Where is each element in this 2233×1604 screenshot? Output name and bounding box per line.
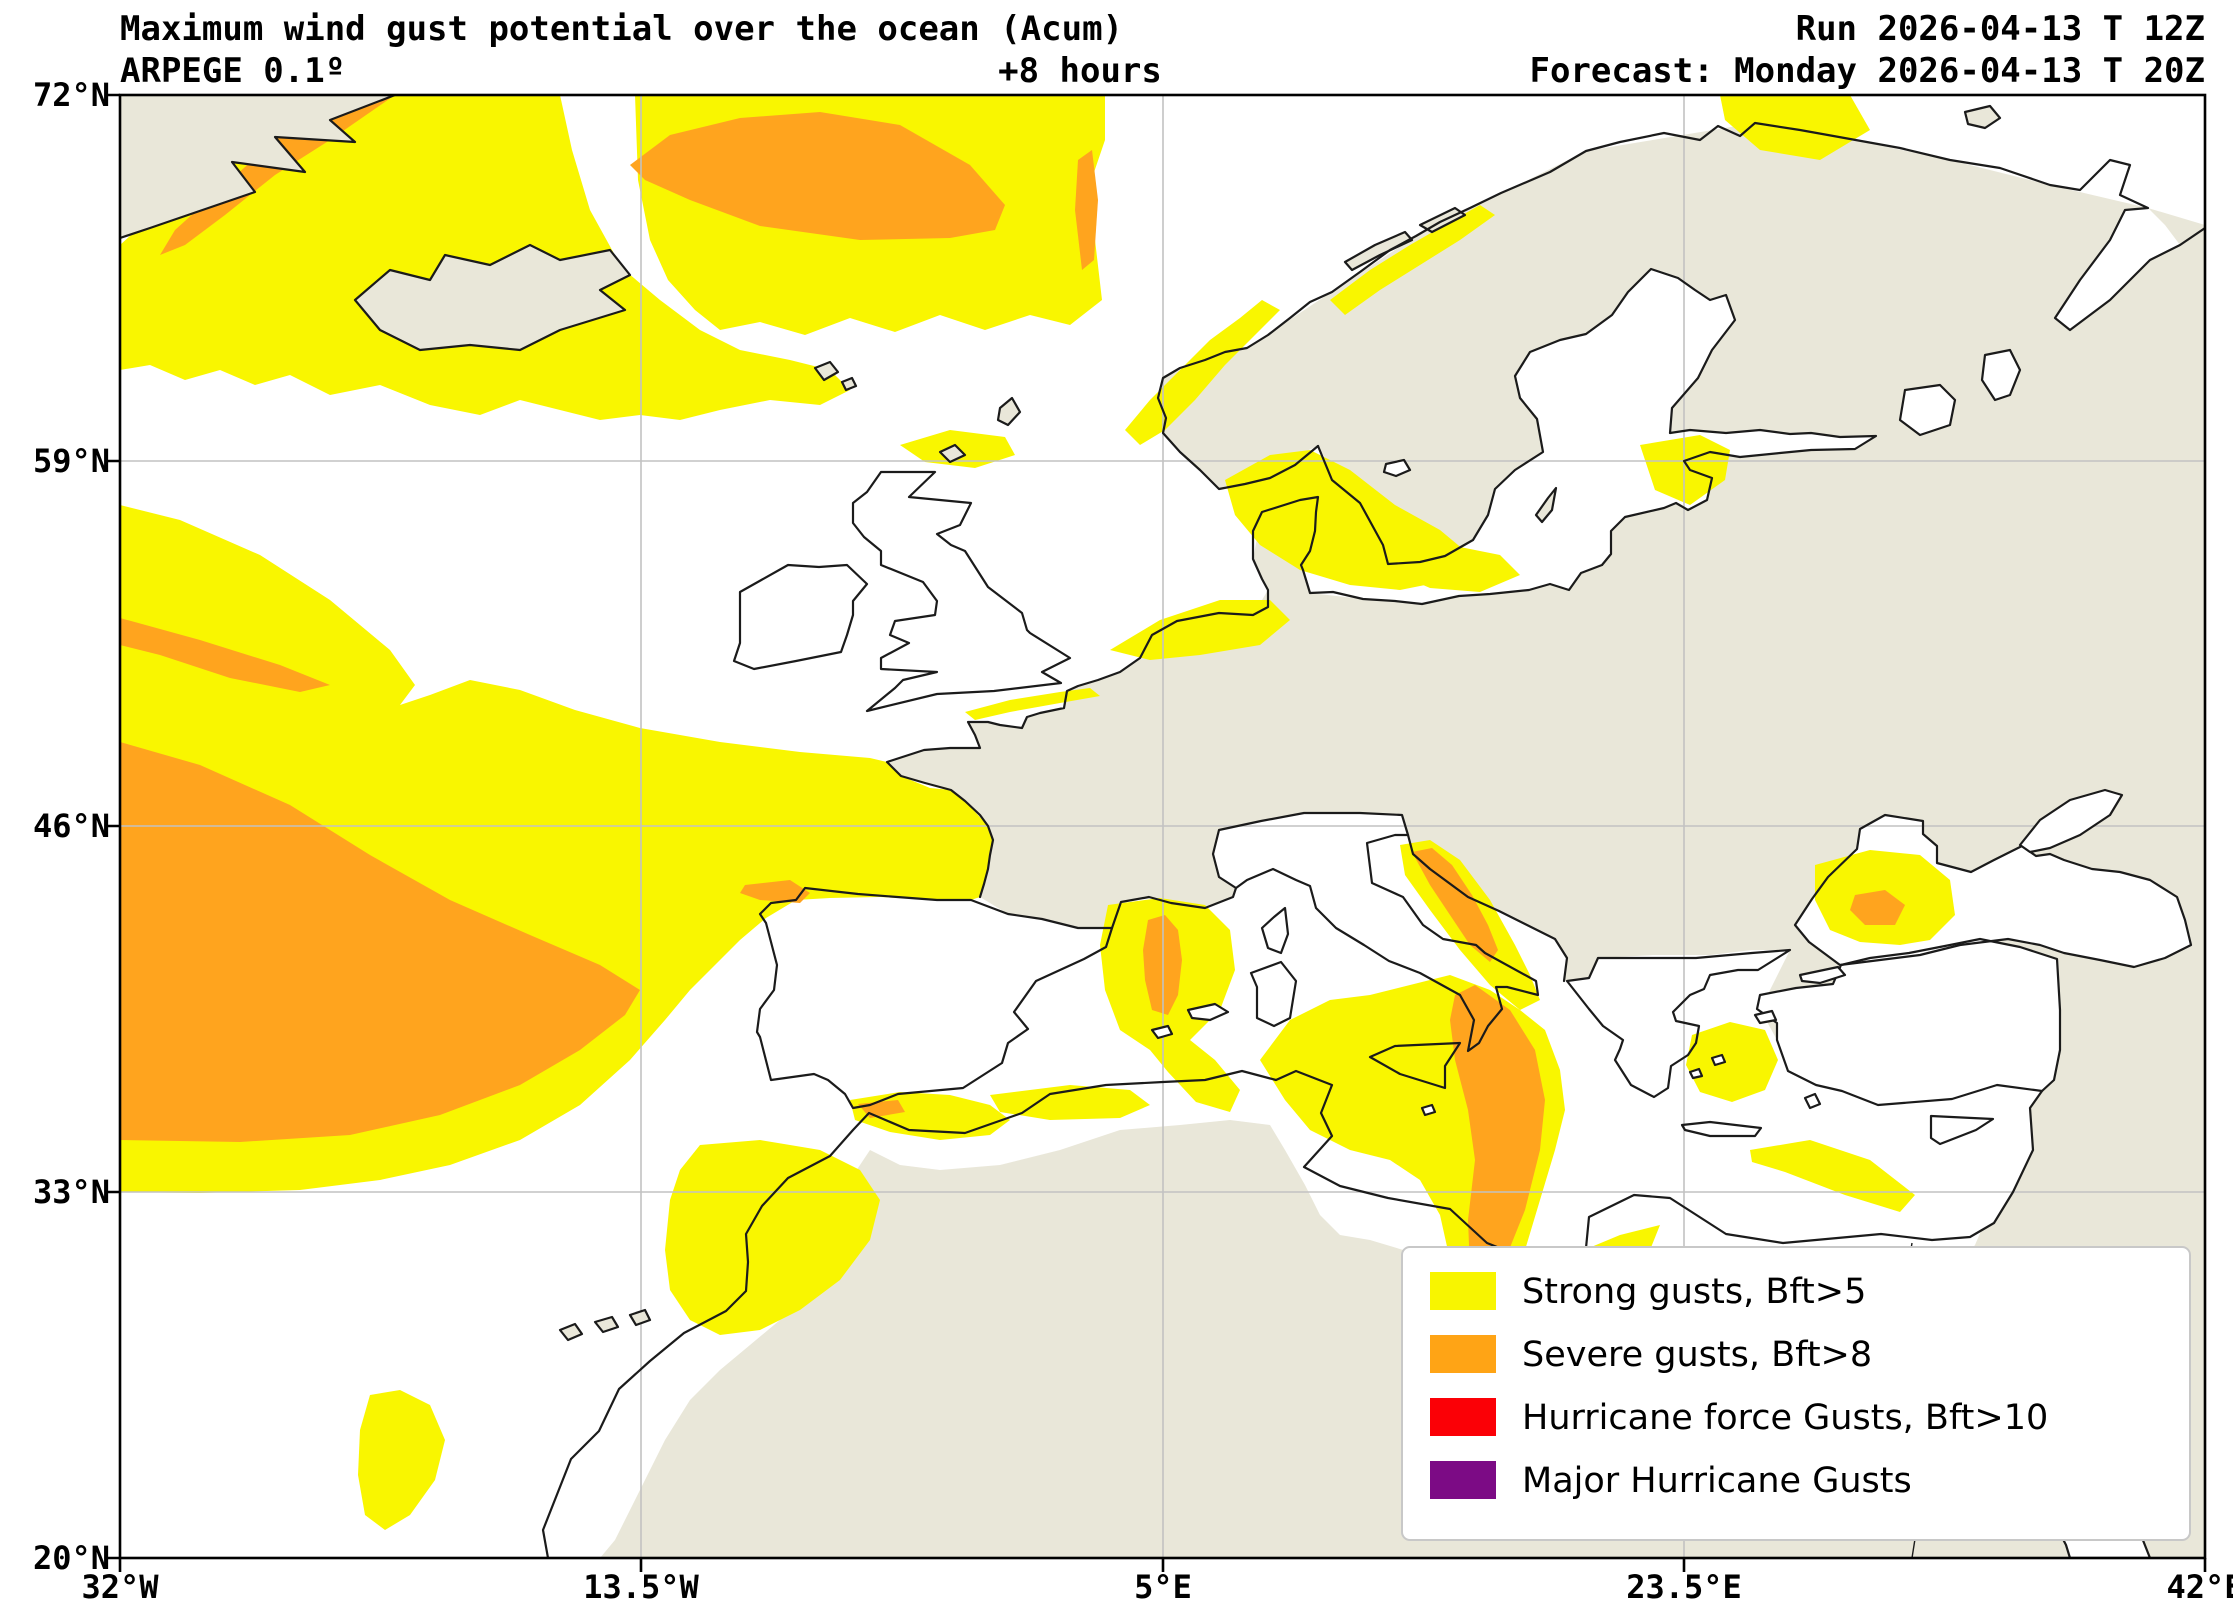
page-title: Maximum wind gust potential over the oce… — [120, 9, 1123, 49]
legend-box — [1401, 1246, 2191, 1541]
coastline-adriatic-east — [1406, 833, 1569, 983]
legend-label-hurricane: Hurricane force Gusts, Bft>10 — [1522, 1398, 2048, 1438]
legend-label-severe: Severe gusts, Bft>8 — [1522, 1335, 1872, 1375]
lake-onega — [1980, 348, 2022, 402]
gust-severe-adriatic — [1412, 848, 1498, 962]
gust-strong-south-baltic — [1395, 545, 1520, 592]
gust-strong-southwest-atlantic — [358, 1390, 445, 1530]
x-tick-23p5e: 23.5°E — [1626, 1568, 1742, 1604]
land-lofoten-1 — [1343, 230, 1414, 272]
land-cyprus — [1929, 1114, 1995, 1146]
gust-strong-southeast-of-crete — [1750, 1140, 1915, 1212]
coastline-greenland — [120, 95, 397, 240]
model-label: ARPEGE 0.1º — [120, 51, 345, 91]
x-tick-42e: 42°E — [2166, 1568, 2233, 1604]
legend-swatch-major-hurricane — [1430, 1461, 1496, 1499]
land-canary-3 — [628, 1308, 652, 1327]
land-cyclades-1 — [1710, 1053, 1727, 1067]
y-axis-tick-marks — [106, 93, 120, 1560]
land-greenland — [120, 95, 395, 238]
gust-strong-lofoten — [1330, 205, 1495, 315]
coastline-levant-north-africa — [541, 1069, 2044, 1558]
land-shetland — [996, 396, 1022, 427]
x-axis-tick-marks — [118, 1558, 2207, 1572]
run-label: Run 2026-04-13 T 12Z — [1796, 9, 2205, 49]
land-canary-1 — [558, 1322, 584, 1342]
legend-swatch-severe — [1430, 1335, 1496, 1373]
gust-strong-morocco — [665, 1140, 880, 1335]
lake-vanern — [1382, 458, 1412, 478]
y-tick-72n: 72°N — [33, 76, 110, 114]
gust-severe-atlantic-main — [120, 742, 640, 1142]
y-tick-59n: 59°N — [33, 442, 110, 480]
sea-azov — [2018, 788, 2124, 854]
gust-strong-algeria-coast — [990, 1085, 1150, 1120]
land-faroe-islands — [813, 360, 840, 382]
land-malta — [1420, 1103, 1437, 1117]
axis-ticks — [106, 93, 2207, 1572]
land-canary-2 — [593, 1315, 620, 1334]
gust-strong-greenland-iceland-sea — [120, 95, 850, 420]
lead-time-label: +8 hours — [998, 51, 1162, 91]
land-lesbos — [1753, 1009, 1778, 1025]
gust-severe-atlantic-sliver — [120, 618, 330, 692]
land-mallorca — [1186, 1002, 1230, 1022]
gust-strong-aegean — [1686, 1022, 1778, 1102]
land-eurasia-africa — [543, 123, 2205, 1558]
land-faroe-islet — [840, 376, 858, 392]
land-gotland — [1534, 486, 1558, 524]
coastline-baltic-west-europe — [885, 267, 1878, 899]
legend-label-major-hurricane: Major Hurricane Gusts — [1522, 1461, 1912, 1501]
y-tick-46n: 46°N — [33, 807, 110, 845]
gust-severe-norwegian-sea — [630, 112, 1005, 240]
land-kolguyev — [1963, 104, 2002, 130]
gust-severe-ionian — [1450, 985, 1545, 1285]
land-cyclades-2 — [1688, 1067, 1704, 1080]
land-rhodes — [1803, 1092, 1822, 1110]
legend-swatch-hurricane — [1430, 1398, 1496, 1436]
gust-severe-norwegian-sea-sliver — [1075, 150, 1098, 270]
forecast-label: Forecast: Monday 2026-04-13 T 20Z — [1529, 51, 2205, 91]
land-iceland — [353, 243, 632, 352]
gust-severe-black-sea — [1850, 890, 1905, 925]
y-tick-20n: 20°N — [33, 1539, 110, 1577]
gust-strong-barents — [1720, 95, 1870, 160]
x-tick-13p5w: 13.5°W — [583, 1568, 699, 1604]
legend-label-strong: Strong gusts, Bft>5 — [1522, 1272, 1866, 1312]
coastline-france-mediterranean — [1110, 886, 1238, 930]
legend: Strong gusts, Bft>5 Severe gusts, Bft>8 … — [1401, 1246, 2191, 1541]
x-tick-32w: 32°W — [81, 1568, 159, 1604]
sea-marmara — [1798, 965, 1847, 985]
land-ibiza — [1150, 1024, 1174, 1040]
coastline-arctic-norway — [1156, 121, 2205, 491]
sea-baltic-complex — [1219, 269, 1876, 604]
y-tick-33n: 33°N — [33, 1173, 110, 1211]
lake-ladoga — [1898, 383, 1957, 437]
sea-white-sea — [2055, 208, 2180, 330]
x-tick-5e: 5°E — [1134, 1568, 1192, 1604]
gust-severe-galicia — [740, 880, 810, 903]
land-orkney — [938, 443, 967, 464]
legend-swatch-strong — [1430, 1272, 1496, 1310]
